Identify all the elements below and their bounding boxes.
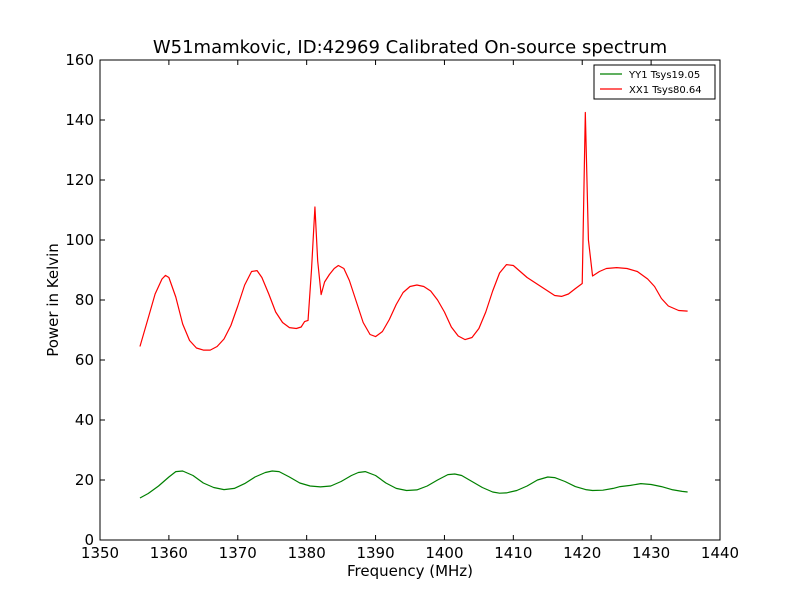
series-line-2 bbox=[139, 111, 688, 351]
x-tick-label: 1370 bbox=[219, 544, 257, 562]
x-tick-label: 1430 bbox=[632, 544, 670, 562]
y-tick-label: 60 bbox=[75, 351, 94, 369]
y-tick-label: 80 bbox=[75, 291, 94, 309]
x-tick-label: 1390 bbox=[356, 544, 394, 562]
x-tick-label: 1350 bbox=[81, 544, 119, 562]
y-tick-label: 0 bbox=[84, 531, 94, 549]
x-tick-label: 1400 bbox=[425, 544, 463, 562]
y-tick-label: 20 bbox=[75, 471, 94, 489]
x-tick-label: 1440 bbox=[701, 544, 739, 562]
legend-label-2: XX1 Tsys80.64 bbox=[629, 85, 702, 96]
legend-box bbox=[593, 64, 716, 100]
x-axis-label: Frequency (MHz) bbox=[347, 562, 473, 580]
plot-area: 1350 1360 1370 1380 1390 1400 1410 1420 1430 1440… bbox=[65, 51, 739, 562]
legend-label-1: YY1 Tsys19.05 bbox=[628, 70, 700, 81]
ticks-layer: 1350 1360 1370 1380 1390 1400 1410 1420 1430 1440… bbox=[65, 51, 739, 562]
y-axis-label: Power in Kelvin bbox=[44, 243, 62, 357]
y-tick-label: 120 bbox=[65, 171, 94, 189]
x-tick-label: 1380 bbox=[288, 544, 326, 562]
chart-title: W51mamkovic, ID:42969 Calibrated On-sour… bbox=[153, 37, 667, 58]
legend: YY1 Tsys19.05 XX1 Tsys80.64 bbox=[593, 64, 716, 100]
series-layer bbox=[139, 111, 688, 499]
x-tick-label: 1420 bbox=[563, 544, 601, 562]
y-tick-label: 100 bbox=[65, 231, 94, 249]
x-tick-label: 1360 bbox=[150, 544, 188, 562]
y-tick-label: 140 bbox=[65, 111, 94, 129]
y-tick-label: 160 bbox=[65, 51, 94, 69]
y-tick-label: 40 bbox=[75, 411, 94, 429]
x-tick-label: 1410 bbox=[494, 544, 532, 562]
series-line-1 bbox=[139, 470, 688, 499]
